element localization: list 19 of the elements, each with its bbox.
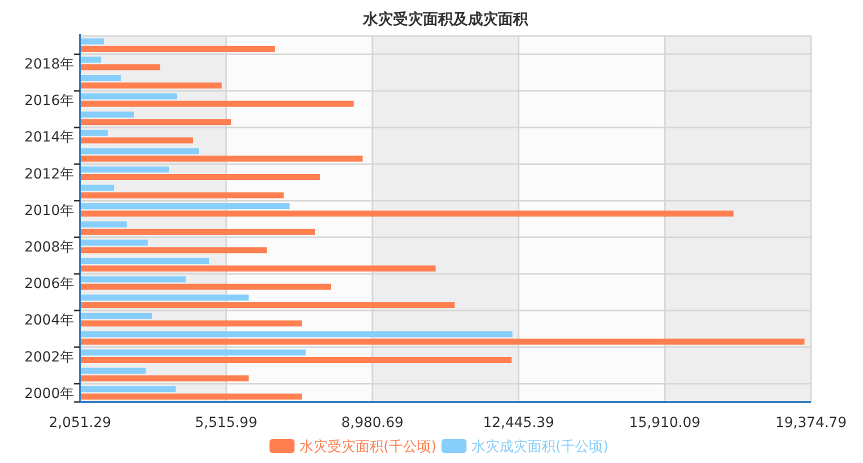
legend-label: 水灾成灾面积(千公顷) [472,439,608,455]
y-tick-label: 2006年 [24,276,74,292]
x-tick-label: 12,445.39 [482,415,554,431]
y-tick-label: 2016年 [24,93,74,110]
y-tick-label: 2012年 [24,166,74,182]
y-tick-label: 2018年 [24,56,74,72]
y-tick-label: 2014年 [24,130,74,146]
y-tick-label: 2000年 [24,386,74,402]
y-tick-label: 2010年 [24,202,74,219]
y-tick-label: 2002年 [24,349,74,366]
legend-label: 水灾受灾面积(千公顷) [300,439,436,455]
x-tick-label: 8,980.69 [341,415,404,431]
x-tick-label: 2,051.29 [48,415,112,431]
x-tick-label: 5,515.99 [195,415,258,431]
x-tick-label: 15,910.09 [629,415,700,431]
y-tick-label: 2008年 [24,239,74,256]
x-tick-label: 19,374.79 [775,415,847,431]
chart-title: 水灾受灾面积及成灾面积 [362,10,529,28]
y-tick-label: 2004年 [24,312,74,329]
